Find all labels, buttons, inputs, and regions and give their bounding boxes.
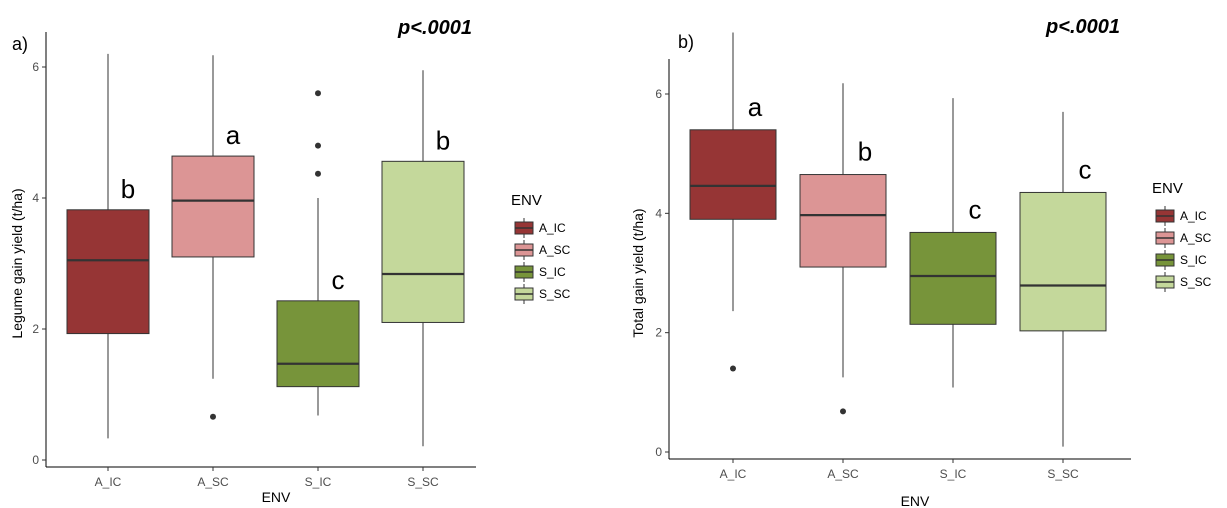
legend-label: S_SC — [539, 287, 571, 301]
legend-entry: S_SC — [1155, 272, 1212, 292]
significance-letter: b — [858, 137, 872, 167]
chart-panel-2: b) p<.0001 0 2 4 6 Total gain yield (t/ha) ENV a… — [630, 16, 1212, 508]
legend-entry: S_SC — [514, 284, 571, 304]
x-tick-label: A_IC — [720, 467, 747, 481]
box-a-ic: b — [66, 53, 150, 439]
box-iqr — [276, 300, 360, 388]
legend-label: A_SC — [539, 243, 571, 257]
y-tick-label: 2 — [32, 322, 39, 336]
outlier-point — [840, 408, 846, 415]
box-iqr — [689, 129, 777, 220]
significance-letter: c — [969, 194, 982, 224]
box-iqr — [66, 209, 150, 335]
box-iqr — [381, 160, 465, 323]
x-tick-label: A_SC — [197, 475, 229, 489]
panel-label: a) — [12, 34, 28, 54]
legend: ENV A_IC A_SC S_IC S_SC — [1152, 180, 1212, 292]
box-iqr — [799, 174, 887, 268]
x-tick-label: S_IC — [305, 475, 332, 489]
box-s-sc: c — [1019, 111, 1107, 447]
legend-label: A_SC — [1180, 231, 1212, 245]
box-s-ic: c — [909, 98, 997, 388]
y-tick-label: 2 — [655, 326, 662, 340]
legend-entry: A_SC — [1155, 228, 1212, 248]
p-value-annotation: p<.0001 — [1045, 16, 1120, 38]
significance-letter: c — [1079, 154, 1092, 184]
x-tick-label: S_SC — [1047, 467, 1079, 481]
legend-entry: A_IC — [514, 218, 566, 238]
legend-label: S_IC — [1180, 253, 1207, 267]
significance-letter: b — [436, 125, 450, 155]
box-a-sc: b — [799, 83, 887, 415]
x-tick-label: A_SC — [827, 467, 859, 481]
legend: ENV A_IC A_SC S_IC S_SC — [511, 192, 571, 304]
outlier-point — [315, 90, 321, 97]
outlier-point — [315, 170, 321, 177]
x-axis-label: ENV — [901, 493, 930, 508]
x-axis-label: ENV — [262, 489, 291, 505]
box-a-sc: a — [171, 55, 255, 420]
significance-letter: c — [332, 265, 345, 295]
outlier-point — [210, 413, 216, 420]
chart-panel-1: a) p<.0001 0 2 4 6 Legume gain yield (t/ha) ENV… — [9, 17, 571, 505]
p-value-annotation: p<.0001 — [397, 17, 472, 39]
legend-title: ENV — [511, 192, 542, 209]
legend-entry: A_IC — [1155, 206, 1207, 226]
y-axis-label: Total gain yield (t/ha) — [630, 208, 646, 337]
box-s-ic: c — [276, 90, 360, 416]
legend-title: ENV — [1152, 180, 1183, 197]
y-tick-label: 6 — [32, 60, 39, 74]
x-tick-label: A_IC — [95, 475, 122, 489]
y-tick-label: 4 — [32, 191, 39, 205]
x-tick-label: S_IC — [940, 467, 967, 481]
significance-letter: a — [226, 120, 241, 150]
legend-label: A_IC — [539, 221, 566, 235]
y-tick-label: 0 — [655, 445, 662, 459]
y-axis-label: Legume gain yield (t/ha) — [9, 188, 25, 338]
box-s-sc: b — [381, 70, 465, 447]
box-iqr — [1019, 191, 1107, 332]
outlier-point — [315, 142, 321, 149]
significance-letter: b — [121, 174, 135, 204]
legend-label: S_SC — [1180, 275, 1212, 289]
panel-label: b) — [678, 32, 694, 52]
y-tick-label: 0 — [32, 453, 39, 467]
box-a-ic: a — [689, 32, 777, 372]
y-tick-label: 4 — [655, 206, 662, 220]
legend-entry: S_IC — [514, 262, 566, 282]
legend-entry: A_SC — [514, 240, 571, 260]
y-tick-label: 6 — [655, 87, 662, 101]
box-iqr — [171, 155, 255, 258]
legend-label: A_IC — [1180, 209, 1207, 223]
legend-label: S_IC — [539, 265, 566, 279]
box-iqr — [909, 231, 997, 325]
outlier-point — [730, 365, 736, 372]
x-tick-label: S_SC — [407, 475, 439, 489]
significance-letter: a — [748, 92, 763, 122]
legend-entry: S_IC — [1155, 250, 1207, 270]
